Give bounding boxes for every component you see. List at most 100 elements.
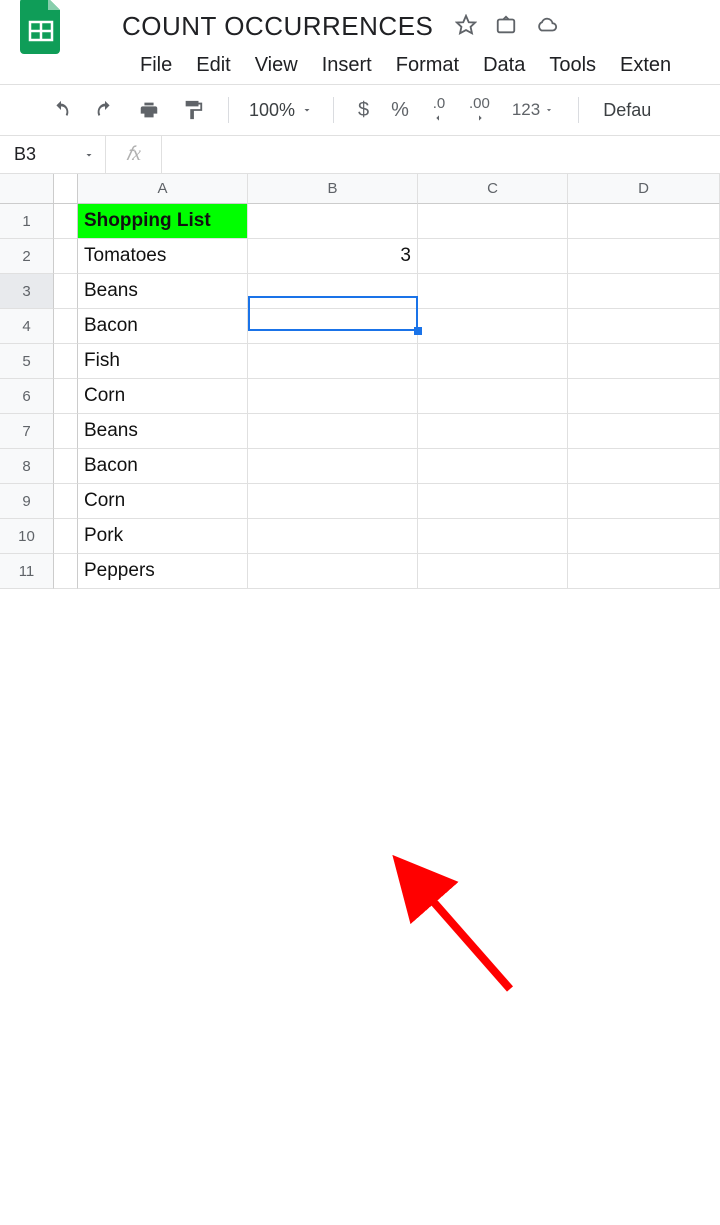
gutter-cell xyxy=(54,379,78,414)
cell-B5[interactable] xyxy=(248,344,418,379)
cell-C6[interactable] xyxy=(418,379,568,414)
row-header-8[interactable]: 8 xyxy=(0,449,54,484)
cell-B9[interactable] xyxy=(248,484,418,519)
cell-C5[interactable] xyxy=(418,344,568,379)
cell-D10[interactable] xyxy=(568,519,720,554)
row-header-7[interactable]: 7 xyxy=(0,414,54,449)
cell-C9[interactable] xyxy=(418,484,568,519)
cell-D8[interactable] xyxy=(568,449,720,484)
cell-B1[interactable] xyxy=(248,204,418,239)
redo-icon[interactable] xyxy=(90,95,120,125)
undo-icon[interactable] xyxy=(46,95,76,125)
formula-bar[interactable] xyxy=(162,136,720,173)
gutter-cell xyxy=(54,309,78,344)
cell-C2[interactable] xyxy=(418,239,568,274)
currency-button[interactable]: $ xyxy=(354,95,373,126)
selection-fill-handle[interactable] xyxy=(414,327,422,335)
select-all-corner[interactable] xyxy=(0,174,54,204)
cell-D7[interactable] xyxy=(568,414,720,449)
cell-A5[interactable]: Fish xyxy=(78,344,248,379)
cell-A9[interactable]: Corn xyxy=(78,484,248,519)
gutter-cell xyxy=(54,239,78,274)
percent-button[interactable]: % xyxy=(387,95,413,126)
cell-D3[interactable] xyxy=(568,274,720,309)
cell-C10[interactable] xyxy=(418,519,568,554)
cell-D11[interactable] xyxy=(568,554,720,589)
menu-bar: File Edit View Insert Format Data Tools … xyxy=(0,46,720,84)
menu-file[interactable]: File xyxy=(132,50,180,81)
row-header-2[interactable]: 2 xyxy=(0,239,54,274)
cell-D5[interactable] xyxy=(568,344,720,379)
cell-C7[interactable] xyxy=(418,414,568,449)
col-header-A[interactable]: A xyxy=(78,174,248,204)
row-header-3[interactable]: 3 xyxy=(0,274,54,309)
cell-D9[interactable] xyxy=(568,484,720,519)
fx-icon: 𝑓x xyxy=(106,136,162,173)
menu-insert[interactable]: Insert xyxy=(314,50,380,81)
row-header-11[interactable]: 11 xyxy=(0,554,54,589)
row-header-10[interactable]: 10 xyxy=(0,519,54,554)
increase-decimal-button[interactable]: .00 xyxy=(465,94,494,126)
spreadsheet-grid[interactable]: A B C D 1 Shopping List 2 Tomatoes 3 3 B… xyxy=(0,174,720,589)
row-header-4[interactable]: 4 xyxy=(0,309,54,344)
gutter-cell xyxy=(54,554,78,589)
number-format-dropdown[interactable]: 123 xyxy=(508,96,558,124)
row-header-9[interactable]: 9 xyxy=(0,484,54,519)
paint-format-icon[interactable] xyxy=(178,95,208,125)
decrease-decimal-button[interactable]: .0 xyxy=(427,94,451,126)
gutter-cell xyxy=(54,344,78,379)
cell-A3[interactable]: Beans xyxy=(78,274,248,309)
name-box[interactable]: B3 xyxy=(0,136,106,173)
cell-C1[interactable] xyxy=(418,204,568,239)
cell-C11[interactable] xyxy=(418,554,568,589)
menu-edit[interactable]: Edit xyxy=(188,50,238,81)
cell-B10[interactable] xyxy=(248,519,418,554)
cell-C8[interactable] xyxy=(418,449,568,484)
cell-C3[interactable] xyxy=(418,274,568,309)
gutter-cell xyxy=(54,204,78,239)
menu-view[interactable]: View xyxy=(247,50,306,81)
row-header-5[interactable]: 5 xyxy=(0,344,54,379)
col-header-B[interactable]: B xyxy=(248,174,418,204)
cell-B3[interactable] xyxy=(248,274,418,309)
cell-C4[interactable] xyxy=(418,309,568,344)
cell-B6[interactable] xyxy=(248,379,418,414)
cell-B8[interactable] xyxy=(248,449,418,484)
row-header-1[interactable]: 1 xyxy=(0,204,54,239)
sheets-logo xyxy=(18,2,66,50)
cell-A11[interactable]: Peppers xyxy=(78,554,248,589)
cell-A1[interactable]: Shopping List xyxy=(78,204,248,239)
cell-B2[interactable]: 3 xyxy=(248,239,418,274)
cell-A7[interactable]: Beans xyxy=(78,414,248,449)
cell-D1[interactable] xyxy=(568,204,720,239)
gutter-cell xyxy=(54,414,78,449)
col-header-D[interactable]: D xyxy=(568,174,720,204)
font-dropdown[interactable]: Defau xyxy=(599,96,655,125)
cell-D2[interactable] xyxy=(568,239,720,274)
cell-A10[interactable]: Pork xyxy=(78,519,248,554)
star-icon[interactable] xyxy=(455,14,477,39)
menu-extensions[interactable]: Exten xyxy=(612,50,679,81)
cell-A4[interactable]: Bacon xyxy=(78,309,248,344)
cell-A8[interactable]: Bacon xyxy=(78,449,248,484)
col-header-C[interactable]: C xyxy=(418,174,568,204)
row-header-6[interactable]: 6 xyxy=(0,379,54,414)
zoom-value: 100% xyxy=(249,100,295,121)
cell-B7[interactable] xyxy=(248,414,418,449)
document-title[interactable]: COUNT OCCURRENCES xyxy=(114,11,441,42)
cell-A2[interactable]: Tomatoes xyxy=(78,239,248,274)
menu-format[interactable]: Format xyxy=(388,50,467,81)
cell-A6[interactable]: Corn xyxy=(78,379,248,414)
zoom-dropdown[interactable]: 100% xyxy=(249,100,313,121)
name-box-value: B3 xyxy=(14,144,36,165)
print-icon[interactable] xyxy=(134,95,164,125)
cell-D4[interactable] xyxy=(568,309,720,344)
cell-B4[interactable] xyxy=(248,309,418,344)
cloud-icon[interactable] xyxy=(535,14,559,39)
annotation-arrow xyxy=(0,589,720,1225)
menu-tools[interactable]: Tools xyxy=(541,50,604,81)
move-icon[interactable] xyxy=(495,14,517,39)
cell-B11[interactable] xyxy=(248,554,418,589)
menu-data[interactable]: Data xyxy=(475,50,533,81)
cell-D6[interactable] xyxy=(568,379,720,414)
